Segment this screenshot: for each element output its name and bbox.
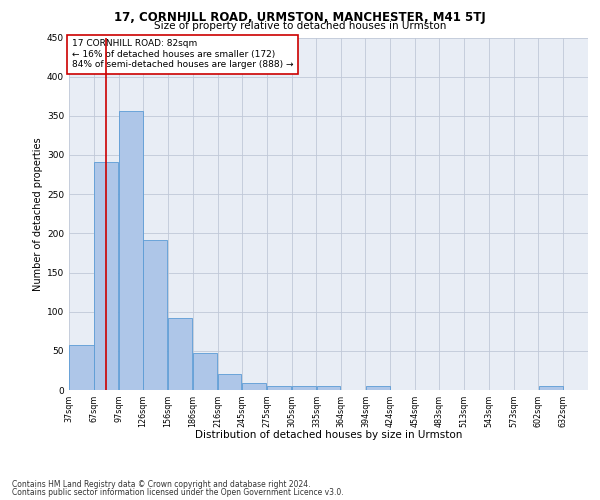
Y-axis label: Number of detached properties: Number of detached properties: [33, 137, 43, 290]
Bar: [143, 240, 167, 390]
Bar: [539, 386, 563, 390]
Bar: [317, 386, 340, 390]
X-axis label: Distribution of detached houses by size in Urmston: Distribution of detached houses by size …: [195, 430, 462, 440]
Bar: [168, 318, 193, 390]
Bar: [94, 162, 118, 390]
Bar: [292, 386, 316, 390]
Bar: [70, 346, 94, 390]
Bar: [242, 383, 266, 390]
Bar: [218, 374, 241, 390]
Text: Contains public sector information licensed under the Open Government Licence v3: Contains public sector information licen…: [12, 488, 344, 497]
Text: Contains HM Land Registry data © Crown copyright and database right 2024.: Contains HM Land Registry data © Crown c…: [12, 480, 311, 489]
Text: Size of property relative to detached houses in Urmston: Size of property relative to detached ho…: [154, 21, 446, 31]
Text: 17, CORNHILL ROAD, URMSTON, MANCHESTER, M41 5TJ: 17, CORNHILL ROAD, URMSTON, MANCHESTER, …: [114, 11, 486, 24]
Bar: [119, 111, 143, 390]
Bar: [193, 353, 217, 390]
Bar: [366, 386, 390, 390]
Text: 17 CORNHILL ROAD: 82sqm
← 16% of detached houses are smaller (172)
84% of semi-d: 17 CORNHILL ROAD: 82sqm ← 16% of detache…: [71, 40, 293, 69]
Bar: [267, 386, 291, 390]
